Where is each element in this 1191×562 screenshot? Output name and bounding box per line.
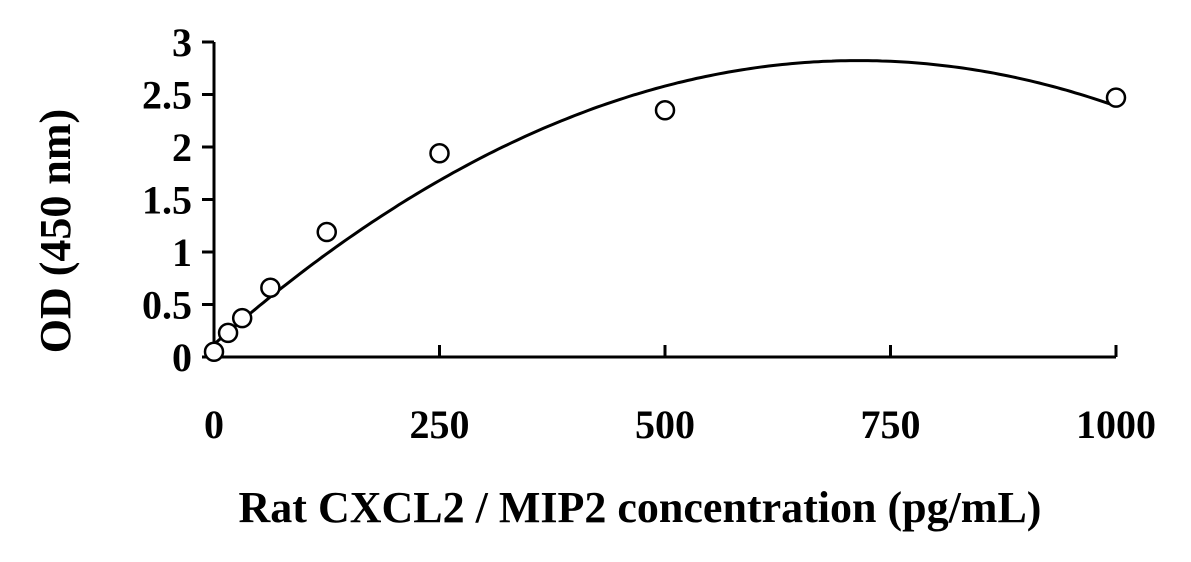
data-points xyxy=(203,87,1127,362)
y-ticks: 0 0.5 1 1.5 2 2.5 3 xyxy=(142,20,214,380)
axes xyxy=(212,42,1116,359)
y-tick-label: 2 xyxy=(172,125,192,170)
data-point xyxy=(260,277,281,298)
data-point xyxy=(316,221,337,243)
y-tick-label: 1.5 xyxy=(142,178,192,223)
data-point xyxy=(654,100,676,121)
x-tick-label: 0 xyxy=(204,402,224,447)
x-tick-label: 250 xyxy=(410,402,470,447)
y-tick-label: 1 xyxy=(172,230,192,275)
x-axis-title: Rat CXCL2 / MIP2 concentration (pg/mL) xyxy=(239,483,1042,532)
x-ticks: 0 250 500 750 1000 xyxy=(204,345,1156,447)
data-point xyxy=(429,143,450,164)
data-point xyxy=(1105,87,1127,108)
x-tick-label: 500 xyxy=(635,402,695,447)
y-axis-title: OD (450 nm) xyxy=(31,109,80,353)
data-point xyxy=(203,341,225,362)
y-tick-label: 0 xyxy=(172,335,192,380)
y-tick-label: 0.5 xyxy=(142,283,192,328)
data-point xyxy=(217,322,239,344)
x-tick-label: 750 xyxy=(861,402,921,447)
x-tick-label: 1000 xyxy=(1076,402,1156,447)
y-tick-label: 3 xyxy=(172,20,192,65)
y-tick-label: 2.5 xyxy=(142,73,192,118)
data-point xyxy=(231,307,253,329)
trendline xyxy=(213,59,1117,346)
